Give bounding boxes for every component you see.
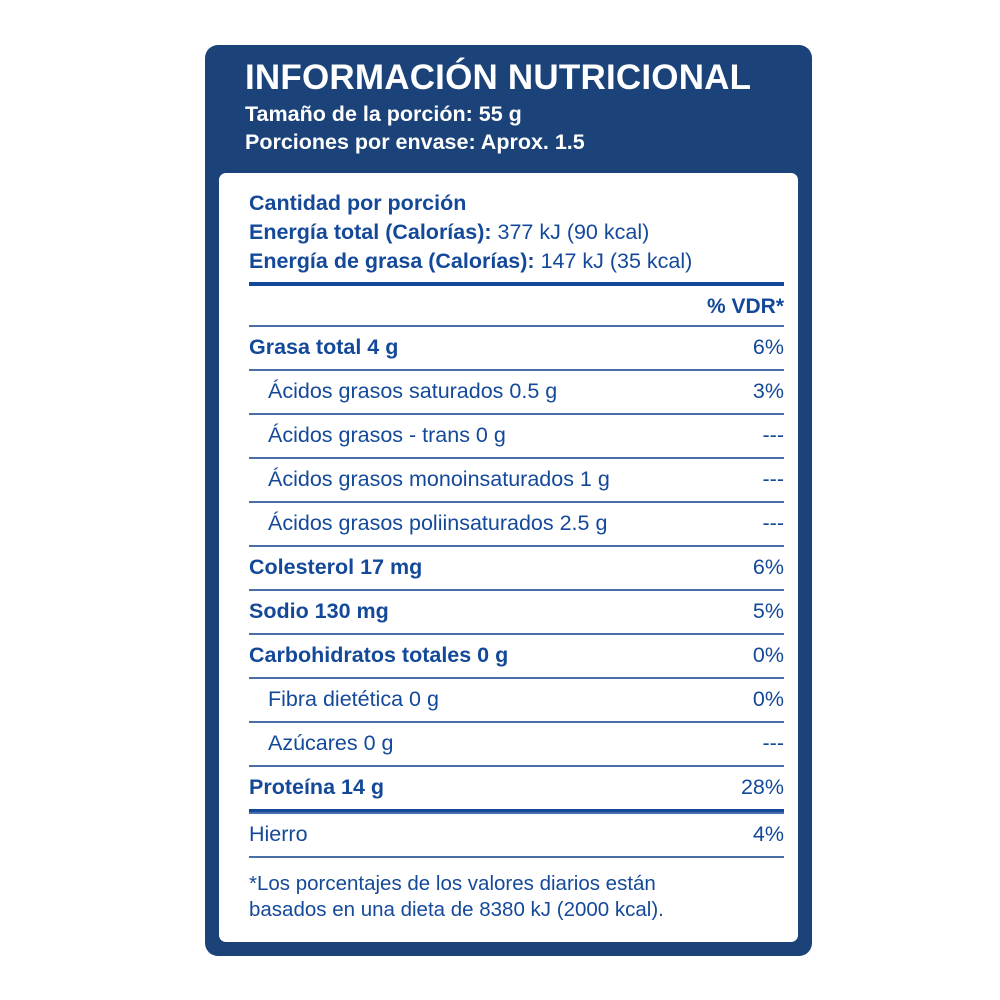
nutrient-name: Sodio 130 mg	[249, 598, 389, 623]
nutrient-row: Hierro 4%	[249, 814, 784, 856]
nutrient-row: Carbohidratos totales 0 g 0%	[249, 635, 784, 677]
row-divider	[249, 412, 784, 415]
row-divider	[249, 764, 784, 767]
energy-from-fat-label: Energía de grasa (Calorías):	[249, 248, 535, 273]
row-divider	[249, 500, 784, 503]
nutrient-name: Azúcares 0 g	[268, 730, 394, 755]
nutrient-daily-value: 0%	[752, 642, 784, 667]
footnote: *Los porcentajes de los valores diarios …	[249, 858, 784, 924]
nutrient-name: Ácidos grasos poliinsaturados 2.5 g	[268, 510, 608, 535]
row-divider	[249, 456, 784, 459]
nutrient-daily-value: 6%	[752, 334, 784, 359]
nutrient-daily-value: 3%	[752, 378, 784, 403]
row-divider	[249, 368, 784, 371]
energy-total-label: Energía total (Calorías):	[249, 219, 492, 244]
energy-from-fat-value: 147 kJ (35 kcal)	[540, 248, 693, 273]
nutrient-row: Ácidos grasos poliinsaturados 2.5 g ---	[249, 503, 784, 545]
row-divider	[249, 544, 784, 547]
row-divider	[249, 632, 784, 635]
energy-total-value: 377 kJ (90 kcal)	[497, 219, 650, 244]
nutrient-daily-value: 6%	[752, 554, 784, 579]
nutrient-daily-value: 4%	[752, 821, 784, 846]
row-divider	[249, 588, 784, 591]
nutrient-name: Ácidos grasos monoinsaturados 1 g	[268, 466, 610, 491]
divider-thick-energy	[249, 282, 784, 287]
footnote-line-1: *Los porcentajes de los valores diarios …	[249, 871, 656, 895]
row-divider	[249, 324, 784, 327]
serving-size-text: Tamaño de la porción: 55 g	[245, 101, 522, 126]
nutrient-name: Proteína 14 g	[249, 774, 385, 799]
footnote-line-2: basados en una dieta de 8380 kJ (2000 kc…	[249, 898, 664, 922]
nutrient-name: Colesterol 17 mg	[249, 554, 423, 579]
row-divider	[249, 676, 784, 679]
page-title: INFORMACIÓN NUTRICIONAL	[245, 58, 752, 97]
nutrient-daily-value: 28%	[740, 774, 784, 799]
nutrient-name: Fibra dietética 0 g	[268, 686, 439, 711]
panel-content: Cantidad por porción Energía total (Calo…	[249, 189, 784, 924]
row-divider	[249, 720, 784, 723]
nutrient-name: Grasa total 4 g	[249, 334, 399, 359]
nutrient-daily-value: 0%	[752, 686, 784, 711]
nutrient-row: Ácidos grasos monoinsaturados 1 g ---	[249, 459, 784, 501]
nutrient-row: Proteína 14 g 28%	[249, 767, 784, 809]
label-header: INFORMACIÓN NUTRICIONAL Tamaño de la por…	[205, 45, 812, 167]
nutrient-row: Azúcares 0 g ---	[249, 723, 784, 765]
nutrient-row: Ácidos grasos - trans 0 g ---	[249, 415, 784, 457]
row-divider	[249, 811, 784, 814]
divider-thick-protein	[249, 808, 784, 812]
nutrient-daily-value: ---	[762, 730, 784, 755]
nutrient-daily-value: ---	[762, 422, 784, 447]
nutrient-daily-value: ---	[762, 466, 784, 491]
energy-total-row: Energía total (Calorías): 377 kJ (90 kca…	[249, 218, 784, 247]
nutrient-row: Colesterol 17 mg 6%	[249, 547, 784, 589]
nutrient-daily-value: ---	[762, 510, 784, 535]
amount-per-serving-heading: Cantidad por porción	[249, 191, 467, 215]
nutrient-daily-value: 5%	[752, 598, 784, 623]
divider-footnote	[249, 855, 784, 858]
nutrient-row: Fibra dietética 0 g 0%	[249, 679, 784, 721]
nutrient-row: Ácidos grasos saturados 0.5 g 3%	[249, 371, 784, 413]
nutrition-facts-label: INFORMACIÓN NUTRICIONAL Tamaño de la por…	[205, 45, 812, 956]
nutrition-panel: Cantidad por porción Energía total (Calo…	[219, 173, 798, 942]
nutrient-name: Carbohidratos totales 0 g	[249, 642, 509, 667]
nutrient-name: Ácidos grasos - trans 0 g	[268, 422, 506, 447]
energy-from-fat-row: Energía de grasa (Calorías): 147 kJ (35 …	[249, 247, 784, 276]
nutrient-name: Ácidos grasos saturados 0.5 g	[268, 378, 558, 403]
nutrient-row: Grasa total 4 g 6%	[249, 327, 784, 369]
percent-vdr-header: % VDR*	[706, 295, 784, 319]
nutrient-rows: Grasa total 4 g 6% Ácidos grasos saturados…	[249, 324, 784, 858]
nutrient-name: Hierro	[249, 821, 308, 846]
servings-per-container-text: Porciones por envase: Aprox. 1.5	[245, 130, 585, 155]
nutrient-row: Sodio 130 mg 5%	[249, 591, 784, 633]
